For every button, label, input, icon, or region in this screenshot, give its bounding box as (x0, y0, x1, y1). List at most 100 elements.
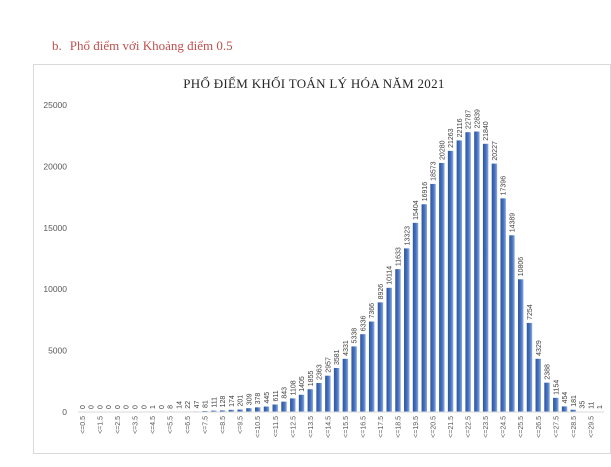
x-tick-label: <=8.5 (220, 416, 227, 434)
data-label: 22116 (457, 118, 464, 137)
data-label: 1855 (308, 371, 315, 387)
bars (149, 131, 603, 412)
bar (526, 322, 533, 412)
data-label: 0 (97, 405, 104, 409)
bar (263, 406, 270, 412)
x-tick-label: <=25.5 (518, 416, 525, 438)
x-tick-label: <=21.5 (448, 416, 455, 438)
bar (517, 279, 524, 412)
x-tick-label: <=7.5 (203, 416, 210, 434)
data-label: 0 (80, 405, 87, 409)
bar (386, 287, 392, 412)
bar (430, 183, 436, 412)
data-label: 0 (124, 405, 131, 409)
bar (281, 401, 287, 412)
bar (219, 410, 226, 412)
section-heading: b. Phổ điểm với Khoảng điểm 0.5 (52, 38, 233, 54)
data-label: 6336 (360, 316, 367, 332)
data-label: 20280 (439, 140, 446, 160)
x-tick-label: <=23.5 (483, 416, 490, 438)
data-labels: 0 0 0 0 0 0 0 0 1 0 8 14 22 47 81 111 128 174 201 309 378 445… (80, 109, 604, 409)
y-tick-label: 20000 (43, 161, 67, 171)
data-label: 843 (282, 387, 289, 399)
bar (316, 382, 322, 412)
data-label: 0 (141, 405, 148, 409)
data-label: 22839 (474, 109, 481, 129)
bar (377, 302, 384, 412)
data-label: 128 (220, 396, 227, 408)
bar (307, 389, 314, 412)
data-label: 14 (176, 401, 183, 409)
y-tick-label: 5000 (48, 346, 67, 356)
x-tick-label: <=15.5 (343, 416, 350, 438)
x-axis: <=0.5 <=1.5 <=2.5 <=3.5 <=4.5 <=5.5 <=6.5 <=7.5… (78, 411, 604, 438)
data-label: 47 (194, 401, 201, 409)
data-label: 0 (159, 405, 166, 409)
data-label: 2957 (325, 357, 332, 373)
data-label: 81 (203, 400, 210, 408)
data-label: 5338 (352, 328, 359, 344)
x-tick-label: <=18.5 (395, 416, 402, 438)
bar (298, 394, 305, 412)
data-label: 13323 (404, 226, 411, 246)
x-tick-label: <=6.5 (185, 416, 192, 434)
bar (561, 406, 568, 412)
x-tick-label: <=16.5 (360, 416, 367, 438)
data-label: 3581 (334, 349, 341, 365)
bar (351, 346, 357, 412)
bar (570, 409, 577, 412)
data-label: 1 (150, 405, 157, 409)
x-tick-label: <=0.5 (80, 416, 87, 434)
bar (290, 398, 296, 412)
data-label: 1405 (299, 376, 306, 392)
bar (553, 397, 559, 412)
chart-frame: PHỔ ĐIỂM KHỐI TOÁN LÝ HÓA NĂM 2021 0 5000… (33, 64, 611, 454)
x-tick-label: <=12.5 (290, 416, 297, 438)
x-tick-label: <=9.5 (238, 416, 245, 434)
data-label: 14389 (509, 213, 516, 233)
bar (228, 409, 235, 412)
data-label: 1 (597, 405, 604, 409)
data-label: 8 (168, 405, 175, 409)
data-label: 21840 (483, 121, 490, 141)
data-label: 111 (211, 397, 218, 408)
bar (404, 248, 410, 412)
data-label: 4329 (536, 340, 543, 356)
bar (509, 235, 515, 412)
data-label: 11 (588, 401, 595, 408)
y-tick-label: 25000 (43, 100, 67, 110)
data-label: 454 (562, 392, 569, 404)
data-label: 15404 (413, 200, 420, 220)
bar (237, 409, 243, 412)
data-label: 4331 (343, 340, 350, 356)
bar (342, 358, 349, 412)
bar (500, 198, 506, 412)
section-text: Phổ điểm với Khoảng điểm 0.5 (69, 38, 233, 53)
x-tick-label: <=17.5 (378, 416, 385, 438)
data-label: 0 (115, 405, 122, 409)
data-label: 8926 (378, 284, 385, 300)
bar (535, 358, 541, 412)
x-tick-label: <=3.5 (132, 416, 139, 434)
data-label: 17396 (501, 176, 508, 196)
data-label: 16916 (422, 182, 429, 202)
data-label: 7254 (527, 304, 534, 320)
bar (272, 404, 278, 412)
bar (465, 132, 471, 412)
bar (421, 204, 428, 412)
bar (211, 410, 217, 412)
data-label: 10114 (387, 266, 394, 285)
x-tick-label: <=10.5 (255, 416, 262, 438)
bar (254, 407, 261, 412)
x-tick-label: <=29.5 (588, 416, 595, 438)
bar (333, 368, 340, 412)
data-label: 0 (132, 405, 139, 409)
x-tick-label: <=28.5 (571, 416, 578, 438)
data-label: 1154 (553, 380, 560, 395)
data-label: 11633 (395, 247, 402, 266)
y-tick-label: 10000 (43, 284, 67, 294)
data-label: 174 (229, 395, 236, 407)
bar (246, 408, 252, 412)
x-tick-label: <=4.5 (150, 416, 157, 434)
data-label: 309 (246, 393, 253, 405)
